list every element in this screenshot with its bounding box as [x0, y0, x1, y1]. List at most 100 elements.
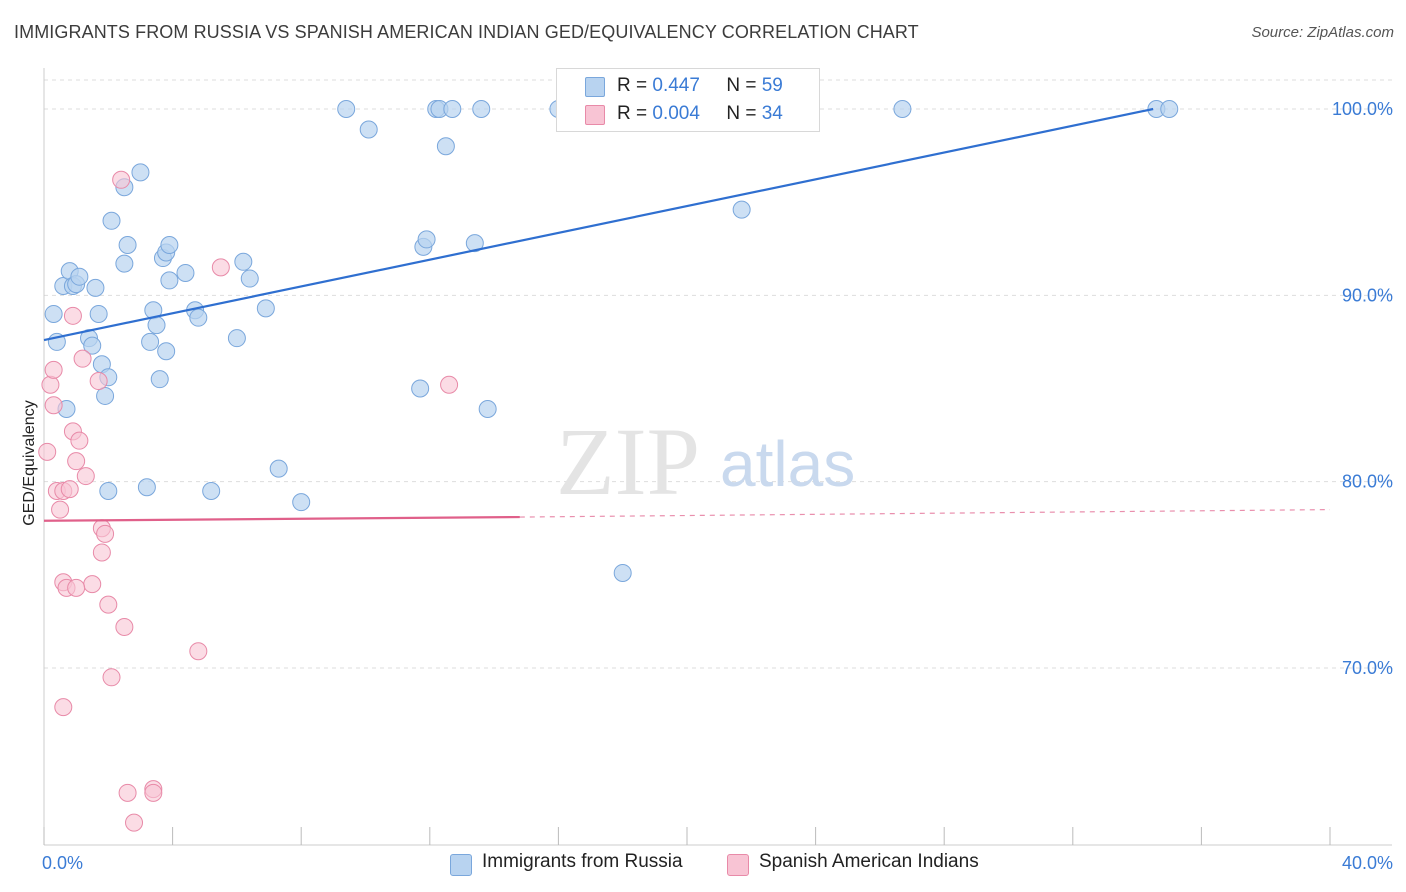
x-tick-label: 40.0%	[1342, 853, 1393, 873]
data-point-russia	[613, 563, 632, 582]
axis-labels: 70.0% 80.0% 90.0% 100.0% 0.0% 40.0% GED/Equiva…	[21, 99, 1393, 873]
data-point-russia	[472, 99, 491, 118]
data-point-russia	[269, 459, 288, 478]
watermark-atlas: atlas	[720, 428, 855, 500]
data-point-russia	[86, 278, 105, 297]
data-point-spanish-american-indian	[63, 306, 82, 325]
data-point-russia	[115, 254, 134, 273]
data-point-spanish-american-indian	[44, 360, 63, 379]
data-point-russia	[443, 99, 462, 118]
data-point-spanish-american-indian	[92, 543, 111, 562]
data-point-spanish-american-indian	[440, 375, 459, 394]
data-point-russia	[157, 342, 176, 361]
data-point-spanish-american-indian	[67, 452, 86, 471]
data-point-spanish-american-indian	[41, 375, 60, 394]
data-point-russia	[141, 332, 160, 351]
data-point-russia	[478, 399, 497, 418]
legend-r-value: 0.004	[652, 103, 700, 124]
data-point-spanish-american-indian	[70, 431, 89, 450]
y-tick-label: 70.0%	[1342, 658, 1393, 678]
series-russia-points	[44, 99, 1179, 582]
trend-line-russia	[43, 107, 1154, 342]
legend-r-label: R =	[617, 75, 648, 96]
data-point-russia	[292, 493, 311, 512]
data-point-russia	[893, 99, 912, 118]
data-point-russia	[337, 99, 356, 118]
data-point-spanish-american-indian	[38, 442, 57, 461]
axes-layer	[43, 68, 1392, 846]
legend-n-label: N =	[726, 75, 757, 96]
legend-swatch-blue	[450, 854, 472, 876]
data-point-spanish-american-indian	[51, 500, 70, 519]
data-point-russia	[118, 236, 137, 255]
data-point-spanish-american-indian	[83, 575, 102, 594]
data-point-spanish-american-indian	[118, 783, 137, 802]
legend-n-value: 59	[761, 75, 783, 96]
data-point-russia	[44, 304, 63, 323]
legend-r-value: 0.447	[652, 75, 700, 96]
data-point-spanish-american-indian	[67, 578, 86, 597]
data-point-russia	[202, 481, 221, 500]
data-point-russia	[176, 263, 195, 282]
trend-lines	[43, 107, 1331, 522]
source-credit: Source: ZipAtlas.com	[1251, 24, 1394, 41]
data-point-russia	[256, 299, 275, 318]
legend-swatch-blue	[585, 77, 605, 97]
data-point-russia	[465, 234, 484, 253]
data-point-russia	[240, 269, 259, 288]
data-point-russia	[131, 163, 150, 182]
data-point-spanish-american-indian	[44, 396, 63, 415]
data-point-spanish-american-indian	[99, 595, 118, 614]
data-point-spanish-american-indian	[73, 349, 92, 368]
data-point-russia	[411, 379, 430, 398]
trend-line-spanish-american-indians	[43, 515, 520, 522]
grid-layer	[44, 79, 1392, 669]
x-tick-label: 0.0%	[42, 853, 83, 873]
watermark-zip: ZIP	[556, 408, 700, 515]
data-point-russia	[160, 236, 179, 255]
data-point-spanish-american-indian	[144, 783, 163, 802]
data-point-spanish-american-indian	[76, 467, 95, 486]
data-point-russia	[160, 271, 179, 290]
data-point-spanish-american-indian	[60, 480, 79, 499]
data-point-spanish-american-indian	[189, 642, 208, 661]
legend-label-spanish-american-indians: Spanish American Indians	[759, 851, 979, 872]
data-point-spanish-american-indian	[54, 698, 73, 717]
data-point-russia	[102, 211, 121, 230]
y-tick-label: 100.0%	[1332, 99, 1393, 119]
data-point-spanish-american-indian	[125, 813, 144, 832]
data-point-spanish-american-indian	[102, 668, 121, 687]
data-point-russia	[1160, 99, 1179, 118]
legend-n-label: N =	[726, 103, 757, 124]
data-point-russia	[359, 120, 378, 139]
data-point-russia	[89, 304, 108, 323]
legend-n-value: 34	[761, 103, 783, 124]
data-point-russia	[150, 370, 169, 389]
data-point-russia	[227, 329, 246, 348]
data-point-russia	[99, 481, 118, 500]
correlation-legend: R = 0.447 N = 59 R = 0.004 N = 34	[556, 68, 820, 132]
data-point-russia	[147, 316, 166, 335]
chart-title: IMMIGRANTS FROM RUSSIA VS SPANISH AMERIC…	[14, 22, 919, 42]
data-point-russia	[732, 200, 751, 219]
data-point-russia	[70, 267, 89, 286]
series-spanish-american-indian-points	[38, 170, 459, 832]
legend-swatch-pink	[727, 854, 749, 876]
y-axis-title: GED/Equivalency	[21, 400, 38, 525]
data-point-spanish-american-indian	[96, 524, 115, 543]
legend-swatch-pink	[585, 105, 605, 125]
data-point-russia	[96, 386, 115, 405]
data-point-spanish-american-indian	[89, 372, 108, 391]
data-point-russia	[436, 137, 455, 156]
data-point-russia	[234, 252, 253, 271]
data-point-spanish-american-indian	[115, 617, 134, 636]
data-point-spanish-american-indian	[211, 258, 230, 277]
data-point-russia	[189, 308, 208, 327]
data-point-russia	[137, 478, 156, 497]
data-point-spanish-american-indian	[112, 170, 131, 189]
legend-r-label: R =	[617, 103, 648, 124]
legend-label-russia: Immigrants from Russia	[482, 851, 683, 872]
data-point-russia	[417, 230, 436, 249]
data-point-russia	[83, 336, 102, 355]
